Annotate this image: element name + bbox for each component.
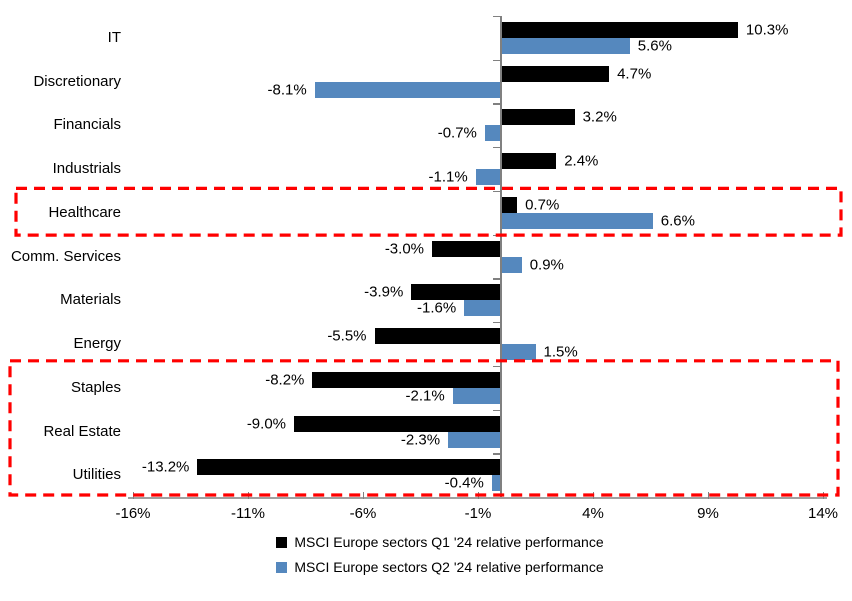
value-label-q1-it: 10.3% bbox=[745, 21, 789, 39]
value-label-q1-real-estate: -9.0% bbox=[246, 415, 286, 433]
legend-label-q1: MSCI Europe sectors Q1 '24 relative perf… bbox=[294, 534, 604, 550]
y-axis-tick bbox=[493, 322, 500, 324]
category-label-comm-services: Comm. Services bbox=[10, 247, 121, 265]
value-label-q2-energy: 1.5% bbox=[543, 343, 578, 361]
bar-q2-it bbox=[501, 38, 630, 54]
category-label-utilities: Utilities bbox=[72, 466, 121, 484]
category-label-materials: Materials bbox=[60, 291, 121, 309]
bar-q2-discretionary bbox=[314, 81, 501, 98]
bar-q1-comm-services bbox=[432, 240, 501, 257]
value-label-q2-discretionary: -8.1% bbox=[267, 81, 307, 99]
category-label-financials: Financials bbox=[53, 116, 121, 134]
y-axis-line bbox=[500, 16, 502, 497]
bar-q1-industrials bbox=[501, 153, 557, 170]
y-axis-tick bbox=[493, 409, 500, 411]
bar-q1-materials bbox=[411, 284, 501, 301]
value-label-q1-materials: -3.9% bbox=[364, 283, 404, 301]
value-label-q1-discretionary: 4.7% bbox=[617, 65, 652, 83]
value-label-q1-utilities: -13.2% bbox=[141, 458, 190, 476]
legend-item-q2: MSCI Europe sectors Q2 '24 relative perf… bbox=[276, 559, 604, 575]
value-label-q2-industrials: -1.1% bbox=[428, 168, 468, 186]
x-axis-tick bbox=[477, 492, 479, 499]
x-axis-tick bbox=[707, 492, 709, 499]
legend-item-q1: MSCI Europe sectors Q1 '24 relative perf… bbox=[276, 534, 604, 550]
category-label-it: IT bbox=[107, 29, 121, 46]
x-axis-tick bbox=[132, 492, 134, 499]
x-axis-tick bbox=[247, 492, 249, 499]
bar-q2-real-estate bbox=[448, 431, 501, 448]
value-label-q2-comm-services: 0.9% bbox=[529, 256, 564, 274]
value-label-q1-industrials: 2.4% bbox=[564, 152, 599, 170]
value-label-q2-financials: -0.7% bbox=[437, 124, 477, 142]
bar-q1-real-estate bbox=[294, 415, 501, 432]
y-axis-tick bbox=[493, 59, 500, 62]
value-label-q1-comm-services: -3.0% bbox=[384, 240, 424, 258]
bar-q2-materials bbox=[464, 300, 501, 317]
x-axis-tick bbox=[822, 492, 824, 499]
y-axis-tick bbox=[493, 234, 500, 236]
bar-q1-energy bbox=[374, 328, 501, 345]
x-tick-label-4: 4% bbox=[582, 505, 604, 522]
value-label-q1-financials: 3.2% bbox=[582, 108, 617, 126]
bar-q2-industrials bbox=[475, 169, 501, 186]
x-axis-tick bbox=[592, 492, 594, 499]
value-label-q2-utilities: -0.4% bbox=[444, 474, 484, 492]
x-tick-label-9: 9% bbox=[697, 505, 719, 522]
x-tick-label-6: -6% bbox=[349, 505, 377, 522]
value-label-q2-staples: -2.1% bbox=[405, 387, 445, 405]
bar-q2-comm-services bbox=[501, 256, 522, 273]
bar-q1-healthcare bbox=[501, 196, 518, 213]
legend-label-q2: MSCI Europe sectors Q2 '24 relative perf… bbox=[294, 559, 604, 575]
x-tick-label-11: -11% bbox=[231, 505, 265, 522]
value-label-q2-it: 5.6% bbox=[637, 37, 672, 55]
category-label-healthcare: Healthcare bbox=[48, 203, 121, 221]
x-tick-label-14: 14% bbox=[807, 505, 839, 522]
category-label-energy: Energy bbox=[73, 335, 121, 353]
value-label-q1-energy: -5.5% bbox=[327, 327, 367, 345]
value-label-q1-staples: -8.2% bbox=[265, 371, 305, 389]
bar-q1-staples bbox=[312, 371, 501, 388]
y-axis-tick bbox=[493, 278, 500, 280]
category-label-real-estate: Real Estate bbox=[43, 422, 121, 440]
category-label-industrials: Industrials bbox=[52, 160, 121, 178]
bar-q1-discretionary bbox=[501, 65, 610, 82]
bar-q1-utilities bbox=[197, 459, 501, 476]
value-label-q2-healthcare: 6.6% bbox=[660, 212, 695, 230]
y-axis-tick bbox=[493, 190, 500, 193]
legend-marker-q1-icon bbox=[276, 536, 288, 548]
x-axis-tick bbox=[362, 492, 364, 499]
y-axis-tick bbox=[493, 16, 500, 18]
value-label-q2-materials: -1.6% bbox=[417, 299, 457, 317]
value-label-q1-healthcare: 0.7% bbox=[525, 196, 560, 214]
y-axis-tick bbox=[493, 453, 500, 455]
legend-marker-q2-icon bbox=[276, 561, 288, 573]
category-label-staples: Staples bbox=[70, 378, 121, 396]
y-axis-tick bbox=[493, 103, 500, 105]
bar-q2-energy bbox=[501, 344, 536, 361]
y-axis-tick bbox=[493, 147, 500, 149]
x-tick-label-16: -16% bbox=[115, 505, 151, 522]
bar-q2-financials bbox=[484, 125, 501, 142]
value-label-q2-real-estate: -2.3% bbox=[400, 431, 441, 449]
bar-q1-financials bbox=[501, 109, 575, 126]
bar-q1-it bbox=[501, 22, 738, 38]
y-axis-tick bbox=[493, 365, 500, 368]
bar-q2-healthcare bbox=[501, 212, 653, 229]
bar-q2-staples bbox=[452, 387, 501, 404]
legend: MSCI Europe sectors Q1 '24 relative perf… bbox=[14, 534, 852, 575]
x-tick-label-1: -1% bbox=[464, 505, 492, 522]
category-label-discretionary: Discretionary bbox=[33, 72, 121, 90]
